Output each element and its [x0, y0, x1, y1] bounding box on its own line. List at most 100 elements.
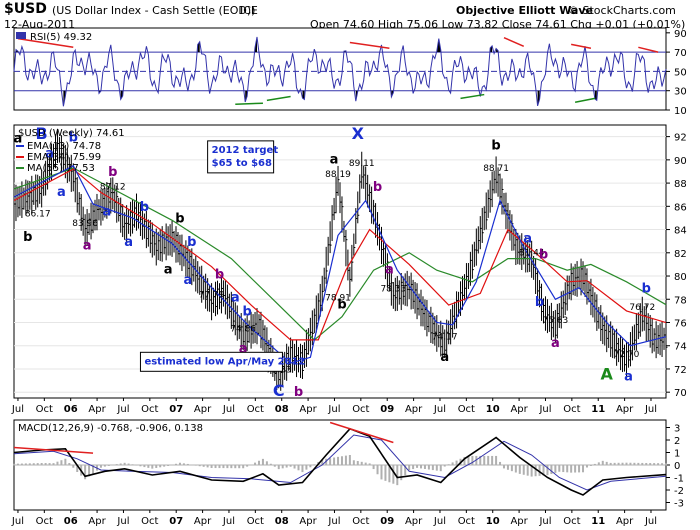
macd-histogram-bar: [396, 465, 399, 486]
wave-label: X: [352, 124, 365, 143]
price-x-tick-label: Apr: [88, 404, 106, 415]
macd-x-tick-label: Jul: [644, 516, 657, 527]
macd-histogram-bar: [621, 462, 624, 466]
macd-histogram-bar: [665, 463, 667, 466]
macd-histogram-bar: [127, 463, 130, 466]
price-x-tick-label: 11: [591, 404, 605, 415]
rsi-oversold-fill: [537, 90, 540, 106]
macd-histogram-bar: [483, 455, 486, 466]
annotation-box: [139, 351, 283, 372]
macd-x-tick-label: Apr: [194, 516, 212, 527]
macd-histogram-bar: [155, 465, 158, 468]
macd-histogram-bar: [313, 464, 316, 466]
macd-histogram-bar: [641, 462, 644, 466]
wave-label: a: [551, 336, 560, 351]
macd-histogram-bar: [167, 465, 170, 466]
rsi-oversold-fill: [594, 90, 597, 101]
price-y-tick-label: 82: [674, 249, 687, 260]
macd-y-tick-label: -3: [674, 499, 684, 510]
wave-label: A: [601, 364, 614, 383]
macd-x-tick-label: Apr: [299, 516, 317, 527]
macd-y-tick-label: 1: [674, 449, 680, 460]
macd-histogram-bar: [589, 465, 592, 466]
macd-histogram-bar: [570, 465, 573, 473]
price-x-tick-label: 09: [380, 404, 394, 415]
rsi-y-tick-label: 30: [674, 87, 687, 98]
price-value-label: 78.33: [380, 284, 406, 294]
macd-histogram-bar: [222, 465, 225, 469]
macd-histogram-bar: [364, 462, 367, 466]
macd-histogram-bar: [392, 465, 395, 484]
macd-histogram-bar: [190, 464, 193, 466]
price-value-label: 87.12: [100, 182, 126, 192]
macd-histogram-bar: [28, 463, 31, 466]
annotation-box: [207, 140, 275, 174]
macd-histogram-bar: [139, 465, 142, 467]
price-value-label: 88.71: [483, 164, 509, 174]
macd-histogram-bar: [657, 463, 660, 466]
price-x-tick-label: Jul: [11, 404, 24, 415]
macd-histogram-bar: [269, 463, 272, 466]
macd-histogram-bar: [633, 462, 636, 466]
macd-histogram-bar: [360, 461, 363, 466]
macd-x-tick-label: Oct: [36, 516, 53, 527]
macd-x-tick-label: Jul: [433, 516, 446, 527]
wave-label: a: [624, 370, 633, 385]
macd-histogram-bar: [321, 459, 324, 466]
macd-histogram-bar: [186, 463, 189, 466]
macd-histogram-bar: [510, 465, 513, 472]
macd-histogram-bar: [538, 465, 541, 476]
rsi-bearish-divergence: [571, 43, 592, 49]
macd-histogram-bar: [151, 465, 154, 469]
macd-y-tick-label: -2: [674, 486, 684, 497]
wave-label: a: [164, 263, 173, 278]
price-x-tick-label: Oct: [36, 404, 53, 415]
wave-label: a: [440, 350, 449, 365]
macd-histogram-bar: [408, 465, 411, 471]
price-x-tick-label: Jul: [222, 404, 235, 415]
price-value-label: 72.70: [614, 350, 640, 360]
macd-histogram-bar: [534, 465, 537, 477]
macd-x-tick-label: Jul: [327, 516, 340, 527]
price-panel: 70 72 74 76 78 80 82 84 86 88 90 92 86.17 83.96 87.12 7…: [11, 124, 687, 415]
price-x-tick-label: Apr: [194, 404, 212, 415]
macd-histogram-bar: [514, 465, 517, 473]
wave-label: b: [187, 235, 196, 250]
macd-histogram-bar: [550, 465, 553, 475]
macd-x-tick-label: Jul: [222, 516, 235, 527]
wave-label: a: [239, 342, 248, 357]
rsi-bearish-divergence: [349, 41, 390, 50]
macd-histogram-bar: [356, 461, 359, 466]
macd-histogram-bar: [617, 462, 620, 466]
macd-x-tick-label: 08: [275, 516, 289, 527]
price-x-tick-label: Oct: [563, 404, 580, 415]
macd-x-tick-label: Apr: [88, 516, 106, 527]
macd-histogram-bar: [135, 465, 138, 466]
macd-histogram-bar: [210, 465, 213, 468]
macd-x-tick-label: Oct: [141, 516, 158, 527]
macd-histogram-bar: [463, 456, 466, 466]
macd-y-tick-label: 0: [674, 461, 680, 472]
macd-histogram-bar: [16, 463, 19, 466]
macd-histogram-bar: [257, 460, 260, 466]
macd-histogram-bar: [522, 465, 525, 475]
price-x-tick-label: Oct: [352, 404, 369, 415]
wave-label: b: [337, 298, 346, 313]
wave-label: a: [57, 185, 66, 200]
macd-histogram-bar: [20, 463, 23, 466]
price-value-label: 89.11: [349, 159, 375, 169]
price-x-tick-label: 10: [486, 404, 500, 415]
macd-histogram-bar: [329, 458, 332, 466]
macd-x-tick-label: 09: [380, 516, 394, 527]
rsi-overbought-fill: [436, 38, 441, 53]
macd-signal-line: [13, 434, 667, 491]
macd-histogram-bar: [13, 463, 15, 466]
price-y-tick-label: 72: [674, 365, 687, 376]
macd-histogram-bar: [214, 465, 217, 469]
rsi-bullish-divergence: [460, 93, 485, 100]
macd-histogram-bar: [530, 465, 533, 477]
macd-histogram-bar: [352, 460, 355, 466]
macd-histogram-bar: [451, 462, 454, 466]
rsi-y-tick-label: 10: [674, 106, 687, 117]
